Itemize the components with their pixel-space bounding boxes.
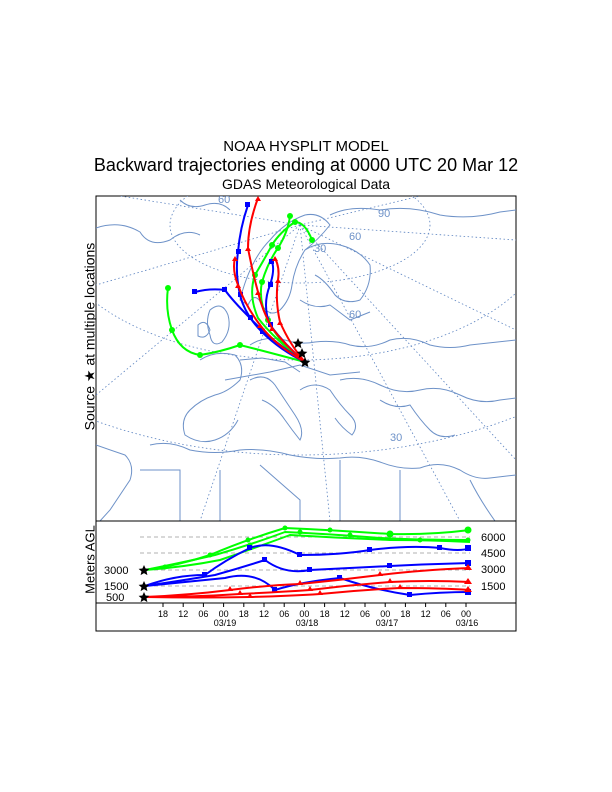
time-tick-label: 12 — [259, 609, 269, 619]
star-icon — [138, 581, 150, 592]
left-level-label: 1500 — [104, 581, 128, 593]
time-tick-label: 18 — [239, 609, 249, 619]
time-tick-label: 06 — [441, 609, 451, 619]
lat-label: 30 — [390, 432, 402, 444]
lat-label: 60 — [349, 309, 361, 321]
time-tick-label: 00 — [380, 609, 390, 619]
right-level-label: 3000 — [481, 564, 505, 576]
date-label: 03/19 — [214, 618, 237, 628]
left-level-label: 500 — [106, 592, 124, 604]
star-icon — [138, 565, 150, 576]
model-title: NOAA HYSPLIT MODEL — [223, 138, 389, 155]
right-level-label: 4500 — [481, 548, 505, 560]
lat-label: 30 — [314, 243, 326, 255]
time-tick-label: 06 — [279, 609, 289, 619]
right-level-label: 6000 — [481, 532, 505, 544]
left-level-label: 3000 — [104, 565, 128, 577]
time-tick-label: 12 — [421, 609, 431, 619]
lat-label: 60 — [349, 231, 361, 243]
time-tick-label: 12 — [178, 609, 188, 619]
time-tick-label: 00 — [219, 609, 229, 619]
star-icon — [138, 592, 150, 603]
star-icon — [299, 357, 311, 368]
height-markers-red — [227, 564, 472, 598]
date-label: 03/17 — [376, 618, 399, 628]
height-start-stars — [138, 565, 150, 603]
time-tick-label: 12 — [340, 609, 350, 619]
lat-label: 90 — [378, 208, 390, 220]
coastlines — [96, 199, 516, 521]
lat-label: 60 — [218, 194, 230, 206]
time-tick-label: 06 — [360, 609, 370, 619]
time-axis: 18 12 06 00 18 12 06 00 18 12 06 00 18 12 06 00 — [158, 603, 471, 619]
time-tick-label: 18 — [320, 609, 330, 619]
trajectory-red-markers — [232, 196, 283, 331]
time-tick-label: 18 — [400, 609, 410, 619]
time-tick-label: 00 — [299, 609, 309, 619]
star-icon — [296, 348, 308, 359]
star-icon — [292, 338, 304, 349]
data-source-title: GDAS Meteorological Data — [221, 176, 391, 192]
time-tick-label: 00 — [461, 609, 471, 619]
height-panel: 3000 1500 500 6000 4500 3000 1500 18 12 06… — [95, 520, 517, 632]
map-panel: 60 30 30 60 90 60 — [95, 194, 517, 522]
source-star-icons — [292, 338, 311, 368]
plot-title: Backward trajectories ending at 0000 UTC… — [93, 155, 519, 175]
date-label: 03/18 — [296, 618, 319, 628]
date-label: 03/16 — [456, 618, 479, 628]
time-tick-label: 18 — [158, 609, 168, 619]
time-tick-label: 06 — [198, 609, 208, 619]
right-level-label: 1500 — [481, 581, 505, 593]
